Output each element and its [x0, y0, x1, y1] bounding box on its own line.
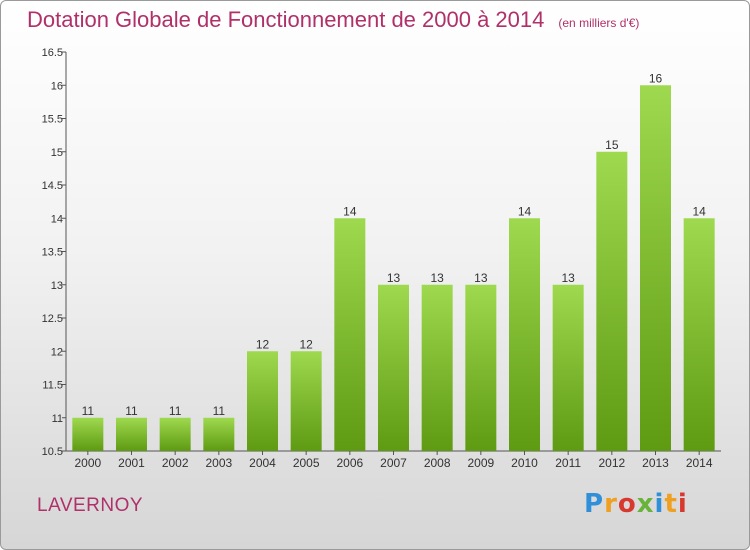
x-tick-label: 2003: [205, 456, 232, 470]
logo-letter: x: [636, 489, 655, 519]
bar: [378, 284, 409, 451]
proxiti-logo: Proxiti: [584, 489, 688, 519]
data-label: 13: [474, 271, 488, 285]
data-label: 11: [169, 404, 182, 418]
y-tick-label: 12: [51, 346, 63, 358]
y-tick-label: 16.5: [42, 47, 63, 59]
bars: [72, 85, 715, 451]
data-label: 13: [430, 271, 444, 285]
y-tick-label: 10.5: [42, 446, 63, 458]
bar: [334, 218, 366, 451]
data-label: 11: [82, 404, 95, 418]
data-label: 14: [343, 204, 357, 218]
data-label: 11: [125, 404, 138, 418]
data-label: 12: [256, 337, 270, 351]
y-tick-label: 15: [51, 147, 63, 159]
y-tick-label: 14.5: [42, 180, 63, 192]
logo-letter: r: [604, 489, 618, 519]
y-tick-label: 13: [51, 280, 63, 292]
x-tick-label: 2005: [293, 456, 320, 470]
data-label: 12: [299, 337, 313, 351]
bar: [683, 218, 715, 451]
bar: [596, 151, 628, 451]
bar: [290, 351, 322, 451]
y-tick-label: 12.5: [42, 313, 63, 325]
x-tick-label: 2001: [118, 456, 145, 470]
bar: [116, 417, 147, 451]
bar: [72, 417, 104, 451]
data-label: 16: [649, 71, 663, 85]
logo-letter: i: [654, 489, 665, 519]
y-tick-label: 11: [52, 413, 63, 425]
data-label: 14: [692, 204, 706, 218]
y-tick-label: 13.5: [42, 247, 63, 259]
unit-label: (en milliers d'€): [558, 16, 640, 30]
y-tick-label: 15.5: [42, 114, 63, 126]
x-tick-label: 2004: [249, 456, 276, 470]
x-tick-label: 2014: [686, 456, 713, 470]
commune-name: LAVERNOY: [37, 495, 144, 516]
data-label: 14: [518, 204, 532, 218]
x-tick-label: 2002: [162, 456, 189, 470]
y-tick-label: 14: [51, 213, 63, 225]
x-tick-label: 2013: [642, 456, 669, 470]
y-tick-label: 11.5: [42, 380, 63, 392]
logo-letter: P: [584, 489, 605, 519]
bar: [247, 351, 278, 451]
data-label: 15: [605, 138, 619, 152]
logo-letter: i: [677, 489, 688, 519]
x-tick-label: 2011: [555, 456, 581, 470]
bar: [640, 85, 671, 451]
logo-letter: o: [617, 489, 637, 519]
data-label: 13: [561, 271, 575, 285]
bar: [465, 284, 497, 451]
x-tick-label: 2007: [380, 456, 407, 470]
data-label: 11: [213, 404, 226, 418]
bar: [203, 417, 235, 451]
title-text: Dotation Globale de Fonctionnement de 20…: [27, 7, 545, 32]
bar: [552, 284, 584, 451]
x-tick-label: 2008: [424, 456, 451, 470]
chart-title: Dotation Globale de Fonctionnement de 20…: [27, 7, 639, 33]
x-tick-label: 2009: [467, 456, 494, 470]
axes: 10.5 11 11.5 12 12.5 13 13.5 14 14.5 15 15.5 16 16.5…: [42, 47, 721, 470]
data-label: 13: [387, 271, 401, 285]
data-labels: 11 11 11 11 12 12 14 13 13 13 14 13 15 16 14: [82, 71, 707, 418]
y-tick-label: 16: [51, 80, 63, 92]
x-tick-label: 2006: [336, 456, 363, 470]
x-tick-label: 2000: [74, 456, 101, 470]
bar: [421, 284, 453, 451]
x-tick-label: 2010: [511, 456, 538, 470]
bar: [159, 417, 191, 451]
bar: [509, 218, 540, 451]
logo-letter: t: [664, 489, 678, 519]
x-tick-label: 2012: [598, 456, 625, 470]
